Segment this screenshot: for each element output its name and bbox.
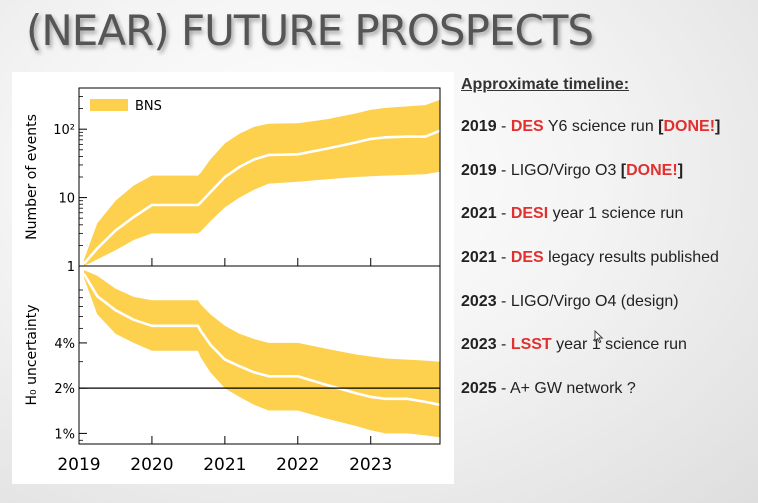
timeline-separator: -	[496, 118, 511, 135]
timeline-year: 2023	[461, 292, 497, 310]
timeline-bracket: [	[620, 161, 627, 179]
timeline-separator: -	[496, 205, 511, 223]
y-axis-label: Number of events	[24, 114, 40, 240]
x-tick-label: 2022	[276, 455, 319, 475]
y-tick-label: 10²	[53, 123, 75, 138]
timeline-year: 2021	[461, 249, 497, 267]
x-tick-label: 2019	[57, 455, 100, 475]
timeline-highlight: LSST	[510, 336, 552, 354]
x-tick-label: 2020	[130, 455, 173, 475]
x-tick-label: 2023	[349, 455, 392, 475]
timeline-item: 2023 - LSST year 1 science run	[461, 336, 758, 380]
timeline-separator: -	[496, 292, 511, 310]
timeline-heading: Approximate timeline:	[461, 76, 630, 93]
timeline-done: DONE!	[626, 161, 678, 179]
timeline-highlight: DESI	[510, 205, 549, 223]
timeline-bracket: ]	[677, 161, 684, 179]
timeline-text: Y6 science run	[543, 118, 659, 135]
timeline-text: A+ GW network ?	[509, 380, 636, 398]
timeline-year: 2019	[461, 161, 497, 179]
timeline-item: 2019 - LIGO/Virgo O3 [DONE!]	[461, 162, 758, 206]
timeline-text: LIGO/Virgo O4 (design)	[510, 292, 679, 310]
mouse-cursor-icon	[594, 330, 604, 344]
timeline-item: 2021 - DESI year 1 science run	[461, 205, 758, 249]
timeline-separator: -	[496, 161, 511, 179]
uncertainty-band	[84, 99, 440, 266]
timeline-text: LIGO/Virgo O3	[510, 161, 621, 179]
timeline-separator: -	[496, 249, 511, 267]
y-axis-label: H₀ uncertainty	[24, 304, 40, 405]
chart-svg: 1 10 10² Number of events BNS 1% 2% 4% H₀ uncert…	[24, 87, 441, 475]
timeline-panel: Approximate timeline: 2019 - DES Y6 scie…	[461, 76, 758, 424]
timeline-separator: -	[496, 380, 510, 398]
chart-panel: 1 10 10² Number of events BNS 1% 2% 4% H₀ uncert…	[12, 72, 454, 484]
timeline-text: legacy results published	[543, 249, 719, 267]
timeline-item: 2023 - LIGO/Virgo O4 (design)	[461, 293, 758, 337]
timeline-highlight: DES	[510, 249, 544, 267]
x-tick-label: 2021	[203, 455, 246, 475]
median-line	[82, 273, 441, 407]
timeline-year: 2023	[461, 336, 497, 354]
legend-label: BNS	[135, 99, 162, 114]
y-tick-label: 1%	[54, 427, 75, 442]
uncertainty-band	[84, 270, 440, 438]
timeline-item: 2019 - DES Y6 science run [DONE!]	[461, 118, 758, 162]
y-tick-label: 2%	[54, 382, 75, 397]
timeline-list: 2019 - DES Y6 science run [DONE!] 2019 - …	[461, 118, 758, 424]
slide-title: (NEAR) FUTURE PROSPECTS	[26, 6, 594, 55]
timeline-item: 2021 - DES legacy results published	[461, 249, 758, 293]
timeline-bracket: [	[658, 118, 664, 135]
timeline-separator: -	[496, 336, 511, 354]
timeline-year: 2021	[461, 205, 497, 223]
timeline-highlight: DES	[510, 118, 544, 135]
timeline-year: 2019	[461, 118, 497, 135]
timeline-item: 2025 - A+ GW network ?	[461, 380, 758, 424]
y-tick-label: 4%	[54, 337, 75, 352]
timeline-year: 2025	[461, 380, 497, 398]
legend-swatch	[90, 99, 128, 111]
timeline-done: DONE!	[663, 118, 716, 135]
timeline-text: year 1 science run	[551, 336, 687, 354]
y-tick-label: 1	[67, 260, 75, 275]
timeline-bracket: ]	[715, 118, 721, 135]
y-tick-label: 10	[58, 192, 75, 207]
median-line	[83, 129, 441, 265]
timeline-text: year 1 science run	[548, 205, 684, 223]
axes-frame	[78, 265, 441, 445]
